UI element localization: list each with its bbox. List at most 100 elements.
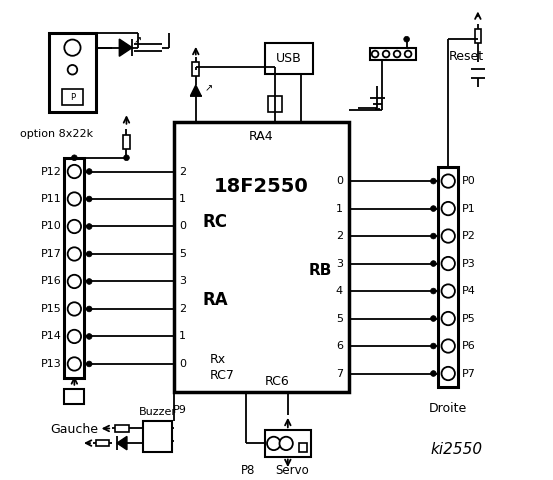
Text: RA: RA bbox=[203, 291, 228, 309]
Text: P16: P16 bbox=[41, 276, 61, 287]
Text: Rx: Rx bbox=[210, 353, 226, 366]
Text: 5: 5 bbox=[336, 313, 343, 324]
Bar bbox=[123, 135, 130, 149]
Circle shape bbox=[67, 275, 81, 288]
Circle shape bbox=[67, 192, 81, 206]
Text: Reset: Reset bbox=[449, 50, 484, 63]
Circle shape bbox=[71, 155, 77, 161]
Circle shape bbox=[431, 288, 436, 294]
Polygon shape bbox=[117, 436, 127, 450]
Circle shape bbox=[431, 178, 436, 184]
Text: ↗: ↗ bbox=[134, 35, 142, 45]
Text: P13: P13 bbox=[41, 359, 61, 369]
Circle shape bbox=[86, 334, 92, 339]
Circle shape bbox=[124, 155, 129, 161]
Text: Servo: Servo bbox=[276, 464, 310, 477]
Text: 0: 0 bbox=[179, 221, 186, 231]
Bar bbox=[438, 168, 458, 387]
Text: P8: P8 bbox=[241, 464, 255, 477]
Text: P1: P1 bbox=[462, 204, 476, 214]
Circle shape bbox=[67, 302, 81, 316]
Bar bbox=[174, 122, 349, 392]
Text: 0: 0 bbox=[336, 176, 343, 186]
Bar bbox=[268, 96, 282, 112]
Circle shape bbox=[431, 206, 436, 211]
Text: P9: P9 bbox=[173, 406, 187, 415]
Circle shape bbox=[431, 371, 436, 376]
Text: RA4: RA4 bbox=[249, 130, 274, 143]
Text: 3: 3 bbox=[179, 276, 186, 287]
Text: 5: 5 bbox=[179, 249, 186, 259]
Text: Droite: Droite bbox=[429, 402, 467, 415]
Circle shape bbox=[394, 51, 400, 58]
Circle shape bbox=[279, 437, 293, 450]
Circle shape bbox=[405, 51, 411, 58]
Text: Buzzer: Buzzer bbox=[139, 407, 176, 417]
Bar bbox=[64, 158, 85, 378]
Text: P: P bbox=[70, 93, 75, 102]
Text: USB: USB bbox=[276, 52, 302, 65]
Circle shape bbox=[67, 330, 81, 343]
Circle shape bbox=[86, 196, 92, 202]
Circle shape bbox=[441, 284, 455, 298]
Bar bbox=[116, 425, 129, 432]
Text: RC7: RC7 bbox=[210, 369, 235, 382]
Text: P17: P17 bbox=[40, 249, 61, 259]
Circle shape bbox=[64, 39, 81, 56]
Circle shape bbox=[86, 224, 92, 229]
Text: 6: 6 bbox=[336, 341, 343, 351]
Text: P14: P14 bbox=[40, 332, 61, 341]
Text: P12: P12 bbox=[40, 167, 61, 177]
Circle shape bbox=[67, 65, 77, 74]
Circle shape bbox=[67, 165, 81, 178]
Text: P4: P4 bbox=[462, 286, 476, 296]
Bar bbox=[265, 43, 313, 74]
Text: 7: 7 bbox=[336, 369, 343, 379]
Text: 2: 2 bbox=[336, 231, 343, 241]
Text: Gauche: Gauche bbox=[50, 423, 98, 436]
Text: P10: P10 bbox=[41, 221, 61, 231]
Circle shape bbox=[441, 229, 455, 243]
Text: RC: RC bbox=[203, 213, 228, 231]
Bar bbox=[474, 29, 481, 43]
Text: P0: P0 bbox=[462, 176, 476, 186]
Text: P2: P2 bbox=[462, 231, 476, 241]
Text: 1: 1 bbox=[179, 194, 186, 204]
Circle shape bbox=[441, 257, 455, 270]
Circle shape bbox=[372, 51, 378, 58]
Text: 2: 2 bbox=[179, 304, 186, 314]
Text: P7: P7 bbox=[462, 369, 476, 379]
Circle shape bbox=[404, 36, 410, 42]
Bar bbox=[49, 34, 96, 112]
Circle shape bbox=[86, 306, 92, 312]
Bar bbox=[62, 89, 83, 105]
Circle shape bbox=[441, 312, 455, 325]
Circle shape bbox=[86, 278, 92, 284]
Text: P15: P15 bbox=[41, 304, 61, 314]
Circle shape bbox=[431, 316, 436, 322]
Text: RC6: RC6 bbox=[265, 375, 290, 388]
Text: 18F2550: 18F2550 bbox=[214, 177, 309, 196]
Circle shape bbox=[383, 51, 389, 58]
Circle shape bbox=[67, 357, 81, 371]
Text: 1: 1 bbox=[336, 204, 343, 214]
Circle shape bbox=[441, 367, 455, 380]
Text: 0: 0 bbox=[179, 359, 186, 369]
Circle shape bbox=[441, 202, 455, 215]
Circle shape bbox=[267, 437, 280, 450]
Text: 2: 2 bbox=[179, 167, 186, 177]
Text: P6: P6 bbox=[462, 341, 476, 351]
Circle shape bbox=[86, 168, 92, 174]
Text: 3: 3 bbox=[336, 259, 343, 268]
Circle shape bbox=[441, 174, 455, 188]
Bar bbox=[299, 443, 307, 452]
Circle shape bbox=[431, 343, 436, 349]
Text: ↗: ↗ bbox=[205, 83, 212, 93]
Circle shape bbox=[67, 220, 81, 233]
Text: P3: P3 bbox=[462, 259, 476, 268]
Polygon shape bbox=[191, 85, 201, 96]
Circle shape bbox=[441, 339, 455, 353]
Circle shape bbox=[86, 361, 92, 367]
Text: 1: 1 bbox=[179, 332, 186, 341]
Text: RB: RB bbox=[308, 263, 331, 278]
